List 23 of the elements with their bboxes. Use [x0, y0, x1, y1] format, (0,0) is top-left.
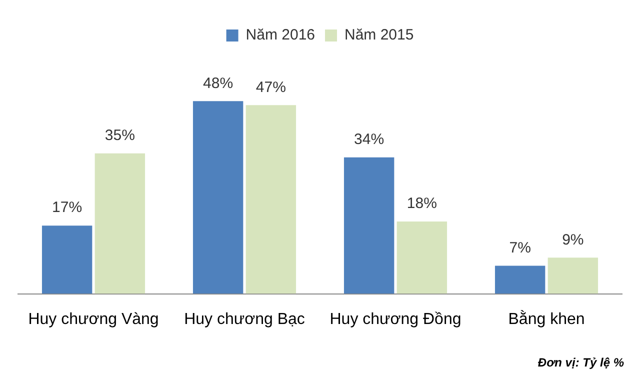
- data-label: 17%: [52, 199, 82, 216]
- bar: [192, 101, 244, 294]
- x-tick-label: Huy chương Vàng: [28, 310, 159, 328]
- bar: [246, 105, 296, 294]
- data-label: 48%: [203, 74, 234, 92]
- bar: [494, 266, 546, 294]
- legend-label: Năm 2015: [344, 26, 414, 44]
- text: Đơn vị: Tỷ lệ %: [538, 355, 624, 370]
- bar: [548, 258, 598, 294]
- data-label: 34%: [354, 130, 384, 148]
- bar: [42, 226, 92, 294]
- x-tick-label: Bằng khen: [508, 310, 585, 328]
- data-label: 47%: [256, 78, 286, 96]
- data-label: 9%: [562, 231, 584, 248]
- data-label: 35%: [104, 126, 135, 144]
- bar: [94, 153, 146, 294]
- bar: [344, 157, 394, 294]
- data-label: 7%: [509, 239, 531, 256]
- x-tick-label: Huy chương Đồng: [330, 310, 462, 328]
- x-tick-label: Huy chương Bạc: [184, 310, 305, 328]
- bar: [396, 222, 448, 294]
- data-label: 18%: [406, 195, 437, 212]
- legend-label: Năm 2016: [246, 26, 316, 44]
